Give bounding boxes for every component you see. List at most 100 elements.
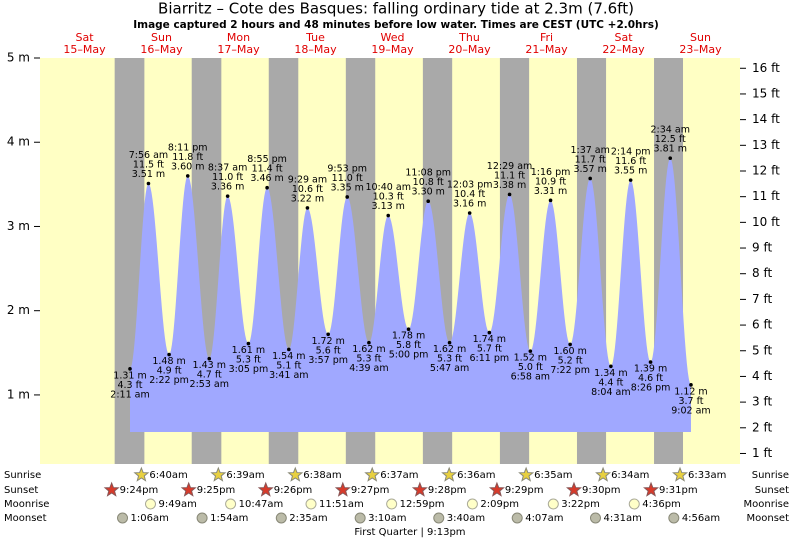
tide-label: 1:16 pm — [531, 167, 571, 178]
tide-label: 5.3 ft — [437, 354, 462, 365]
moonrise-time: 4:36pm — [642, 499, 681, 510]
tide-label: 2:53 am — [190, 379, 229, 390]
sunrise-icon — [518, 466, 535, 482]
tide-label: 3.36 m — [211, 182, 244, 193]
tide-point — [467, 211, 472, 215]
tide-label: 11.1 ft — [494, 170, 525, 181]
sunset-time: 9:26pm — [274, 485, 313, 496]
y2-tick-label: 11 ft — [752, 189, 780, 203]
date-label: 16–May — [140, 43, 183, 56]
date-label: 22–May — [602, 43, 645, 56]
day-label: Sun — [690, 31, 711, 44]
tide-label: 1.48 m — [152, 356, 185, 367]
moonrise-time: 2:09pm — [480, 499, 519, 510]
moonrise-time: 3:22pm — [561, 499, 600, 510]
moonset-icon — [433, 512, 445, 524]
tide-label: 3.30 m — [412, 187, 445, 198]
day-label: Wed — [381, 31, 405, 44]
tide-label: 1.12 m — [674, 386, 707, 397]
moonset-time: 3:40am — [447, 513, 485, 524]
sunrise-time: 6:40am — [149, 470, 187, 481]
tide-label: 1:37 am — [570, 145, 609, 156]
sunset-time: 9:24pm — [120, 485, 159, 496]
tide-label: 10.3 ft — [373, 192, 404, 203]
sunrise-time: 6:37am — [380, 470, 418, 481]
y-tick-label: 1 m — [7, 387, 30, 401]
sunset-icon — [103, 481, 120, 497]
y-tick-label: 5 m — [7, 51, 30, 65]
sunrise-icon — [672, 466, 688, 482]
tide-label: 7:22 pm — [550, 365, 590, 376]
tide-label: 5.3 ft — [356, 354, 381, 365]
sunset-icon — [488, 481, 505, 497]
sunset-time: 9:27pm — [351, 485, 390, 496]
moonrise-time: 9:49am — [158, 499, 196, 510]
tide-label: 10.6 ft — [292, 184, 323, 195]
tide-point — [326, 332, 330, 337]
y2-tick-label: 14 ft — [752, 112, 780, 126]
y-tick-label: 3 m — [7, 219, 30, 233]
tide-label: 11:08 pm — [405, 168, 451, 179]
tide-label: 11.0 ft — [332, 173, 363, 184]
tide-point — [185, 174, 190, 178]
tide-point — [689, 383, 693, 387]
row-label: Moonset — [747, 513, 790, 524]
tide-label: 3.16 m — [453, 198, 486, 209]
tide-label: 3.22 m — [291, 193, 324, 204]
tide-point — [628, 178, 633, 182]
moonrise-icon — [547, 498, 559, 510]
tide-label: 7:56 am — [129, 150, 168, 161]
moonset-icon — [196, 512, 208, 524]
y-tick-label: 2 m — [7, 303, 30, 317]
tide-label: 3.55 m — [614, 166, 647, 177]
moonrise-icon — [144, 498, 156, 510]
tide-point — [648, 360, 653, 364]
y2-tick-label: 12 ft — [752, 163, 780, 177]
tide-label: 11.0 ft — [212, 172, 243, 183]
y2-tick-label: 6 ft — [752, 318, 772, 332]
tide-point — [447, 340, 452, 345]
moonrise-icon — [386, 498, 398, 510]
tide-label: 5.7 ft — [477, 344, 502, 355]
tide-point — [386, 213, 391, 218]
tide-point — [265, 185, 269, 190]
tide-label: 1.60 m — [553, 346, 586, 357]
tide-point — [146, 181, 151, 186]
date-label: 20–May — [448, 43, 491, 56]
tide-label: 12:03 pm — [447, 179, 493, 190]
tide-label: 2:14 pm — [611, 147, 651, 158]
sunset-icon — [180, 481, 197, 497]
sunset-time: 9:28pm — [428, 485, 467, 496]
day-label: Sat — [75, 31, 94, 44]
row-label: Sunset — [4, 485, 38, 496]
sunset-icon — [334, 481, 351, 497]
date-label: 17–May — [217, 43, 260, 56]
tide-label: 5.3 ft — [236, 355, 261, 366]
tide-label: 5.2 ft — [558, 355, 583, 366]
tide-label: 1.78 m — [392, 331, 425, 342]
tide-point — [207, 356, 212, 361]
tide-label: 11.5 ft — [133, 160, 164, 171]
y2-tick-label: 4 ft — [752, 369, 772, 383]
tide-point — [287, 347, 291, 352]
tide-label: 3.7 ft — [678, 396, 703, 407]
moonset-icon — [275, 512, 287, 524]
tide-point — [246, 341, 251, 346]
y2-tick-label: 3 ft — [752, 395, 772, 409]
moonset-icon — [668, 512, 680, 524]
tide-point — [225, 194, 230, 198]
day-label: Thu — [458, 31, 480, 44]
tide-label: 3.81 m — [654, 144, 687, 155]
tide-label: 9:53 pm — [327, 163, 367, 174]
moonrise-icon — [466, 498, 478, 510]
row-label: Moonset — [4, 513, 47, 524]
tide-label: 5.8 ft — [396, 340, 421, 351]
tide-label: 9:29 am — [288, 174, 327, 185]
tide-label: 11.4 ft — [252, 164, 283, 175]
tide-point — [588, 176, 592, 181]
tide-label: 1.74 m — [473, 334, 506, 345]
sunrise-time: 6:35am — [534, 470, 572, 481]
tide-label: 1.39 m — [634, 364, 667, 375]
tide-label: 3.60 m — [171, 161, 204, 172]
tide-point — [406, 327, 411, 332]
